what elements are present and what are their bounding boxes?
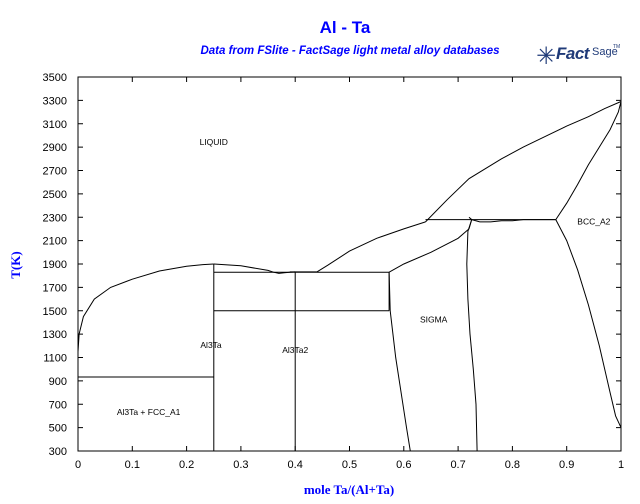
logo-fact-text: Fact: [556, 44, 589, 63]
x-tick-label: 0: [75, 459, 81, 471]
y-tick-label: 1500: [43, 306, 67, 318]
phase-region-label: Al3Ta2: [282, 345, 308, 355]
y-tick-label: 700: [49, 399, 67, 411]
y-tick-label: 2500: [43, 189, 67, 201]
axis-ticks: 0 0.1 0.2 0.3 0.4 0.5 0.6 0.7 0.8 0.9 130050070090…: [43, 72, 625, 471]
y-tick-label: 1300: [43, 329, 67, 341]
factsage-logo-icon: ✳: [536, 42, 557, 70]
x-tick-label: 0.8: [505, 459, 520, 471]
x-tick-label: 0.1: [125, 459, 140, 471]
phase-region-label: BCC_A2: [577, 216, 610, 226]
phase-boundary-line: [77, 263, 214, 352]
y-tick-label: 500: [49, 423, 67, 435]
phase-region-label: Al3Ta: [200, 340, 222, 350]
phase-boundary-line: [388, 216, 473, 273]
y-tick-label: 3500: [43, 72, 67, 84]
x-tick-label: 0.5: [342, 459, 357, 471]
phase-boundary-line: [425, 101, 622, 223]
phase-boundary-line: [555, 101, 622, 220]
phase-labels: LIQUID BCC_A2 SIGMA Al3Ta Al3Ta2 Al3Ta + FCC_…: [117, 137, 611, 417]
phase-boundaries: [77, 101, 622, 452]
phase-region-label: SIGMA: [420, 314, 448, 324]
phase-boundary-line: [466, 219, 478, 452]
x-axis-label: mole Ta/(Al+Ta): [303, 482, 395, 497]
y-tick-label: 2300: [43, 212, 67, 224]
y-tick-label: 3100: [43, 119, 67, 131]
x-tick-label: 0.7: [450, 459, 465, 471]
y-tick-label: 900: [49, 376, 67, 388]
x-tick-label: 0.4: [288, 459, 303, 471]
y-tick-label: 300: [49, 446, 67, 458]
y-tick-label: 3300: [43, 95, 67, 107]
logo-tm-text: TM: [613, 44, 621, 50]
phase-boundary-line: [316, 221, 426, 273]
phase-region-label: LIQUID: [200, 137, 228, 147]
y-tick-label: 2700: [43, 166, 67, 178]
chart-title: Al - Ta: [319, 18, 371, 37]
phase-boundary-line: [471, 219, 556, 223]
y-tick-label: 1100: [43, 353, 67, 365]
plot-frame: [77, 76, 622, 452]
phase-boundary-line: [555, 219, 622, 428]
x-tick-label: 0.3: [233, 459, 248, 471]
phase-boundary-line: [388, 272, 411, 452]
x-tick-label: 1: [618, 459, 624, 471]
chart-subtitle: Data from FSlite - FactSage light metal …: [200, 45, 500, 57]
logo-sage-text: Sage: [592, 46, 618, 58]
y-tick-label: 1900: [43, 259, 67, 271]
phase-region-label: Al3Ta + FCC_A1: [117, 407, 181, 417]
y-tick-label: 1700: [43, 282, 67, 294]
x-tick-label: 0.2: [179, 459, 194, 471]
x-tick-label: 0.6: [396, 459, 411, 471]
x-tick-label: 0.9: [559, 459, 574, 471]
factsage-logo: ✳ Fact Sage TM: [536, 40, 621, 74]
y-tick-label: 2100: [43, 236, 67, 248]
y-tick-label: 2900: [43, 142, 67, 154]
